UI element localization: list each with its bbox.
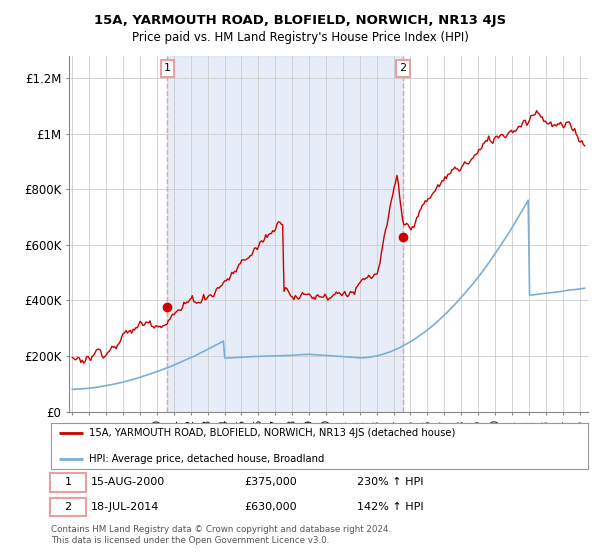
Text: £375,000: £375,000 (244, 477, 297, 487)
Text: £630,000: £630,000 (244, 502, 297, 512)
Text: 1: 1 (164, 63, 171, 73)
Text: 15A, YARMOUTH ROAD, BLOFIELD, NORWICH, NR13 4JS (detached house): 15A, YARMOUTH ROAD, BLOFIELD, NORWICH, N… (89, 428, 455, 438)
Text: 15-AUG-2000: 15-AUG-2000 (91, 477, 166, 487)
Text: 142% ↑ HPI: 142% ↑ HPI (357, 502, 424, 512)
Bar (167, 56, 403, 412)
Text: 2: 2 (400, 63, 406, 73)
Text: 230% ↑ HPI: 230% ↑ HPI (357, 477, 424, 487)
Text: 1: 1 (65, 477, 71, 487)
FancyBboxPatch shape (50, 497, 86, 516)
Text: Price paid vs. HM Land Registry's House Price Index (HPI): Price paid vs. HM Land Registry's House … (131, 31, 469, 44)
Text: Contains HM Land Registry data © Crown copyright and database right 2024.
This d: Contains HM Land Registry data © Crown c… (51, 525, 391, 545)
FancyBboxPatch shape (50, 473, 86, 492)
Text: 18-JUL-2014: 18-JUL-2014 (91, 502, 160, 512)
Text: HPI: Average price, detached house, Broadland: HPI: Average price, detached house, Broa… (89, 454, 324, 464)
Text: 2: 2 (65, 502, 72, 512)
Text: 15A, YARMOUTH ROAD, BLOFIELD, NORWICH, NR13 4JS: 15A, YARMOUTH ROAD, BLOFIELD, NORWICH, N… (94, 14, 506, 27)
